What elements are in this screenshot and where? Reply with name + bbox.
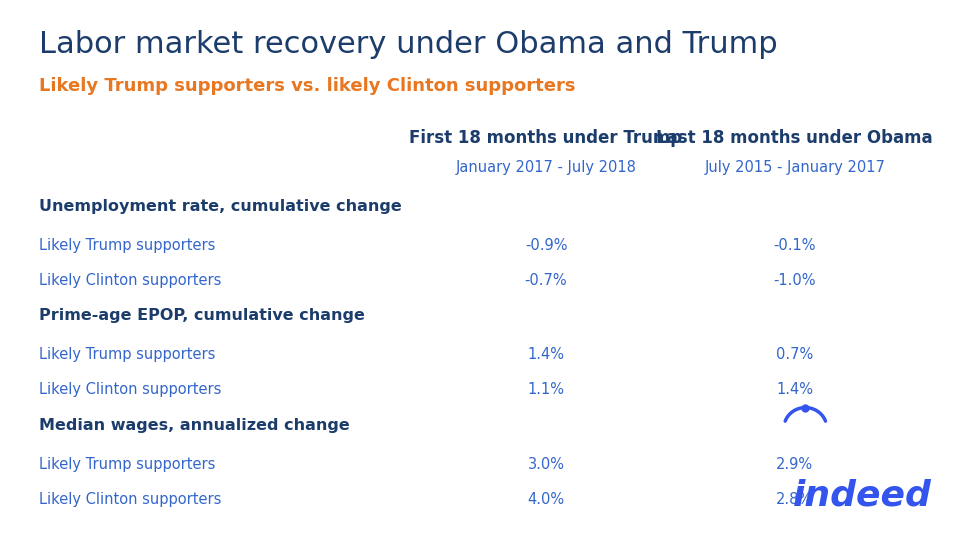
- Text: 2.9%: 2.9%: [776, 457, 813, 473]
- Text: Last 18 months under Obama: Last 18 months under Obama: [656, 129, 933, 147]
- Text: Likely Trump supporters vs. likely Clinton supporters: Likely Trump supporters vs. likely Clint…: [39, 77, 575, 95]
- Text: Prime-age EPOP, cumulative change: Prime-age EPOP, cumulative change: [39, 308, 365, 323]
- Text: Likely Trump supporters: Likely Trump supporters: [39, 347, 215, 362]
- Text: -0.7%: -0.7%: [525, 273, 567, 288]
- Text: 3.0%: 3.0%: [527, 457, 565, 473]
- Text: -0.1%: -0.1%: [773, 238, 816, 253]
- Text: 1.4%: 1.4%: [776, 382, 813, 397]
- Text: 1.4%: 1.4%: [527, 347, 565, 362]
- Text: 0.7%: 0.7%: [776, 347, 813, 362]
- Text: 4.0%: 4.0%: [527, 492, 565, 507]
- Text: 1.1%: 1.1%: [527, 382, 565, 397]
- Text: indeed: indeed: [793, 478, 931, 512]
- Text: Median wages, annualized change: Median wages, annualized change: [39, 418, 350, 434]
- Text: Likely Clinton supporters: Likely Clinton supporters: [39, 273, 221, 288]
- Text: 2.8%: 2.8%: [776, 492, 813, 507]
- Text: Labor market recovery under Obama and Trump: Labor market recovery under Obama and Tr…: [39, 30, 778, 59]
- Text: Likely Trump supporters: Likely Trump supporters: [39, 457, 215, 473]
- Text: Likely Clinton supporters: Likely Clinton supporters: [39, 382, 221, 397]
- Text: First 18 months under Trump: First 18 months under Trump: [410, 129, 682, 147]
- Text: -0.9%: -0.9%: [525, 238, 567, 253]
- Text: -1.0%: -1.0%: [773, 273, 816, 288]
- Text: July 2015 - January 2017: July 2015 - January 2017: [704, 160, 885, 175]
- Text: Likely Clinton supporters: Likely Clinton supporters: [39, 492, 221, 507]
- Text: Unemployment rate, cumulative change: Unemployment rate, cumulative change: [39, 199, 402, 214]
- Text: January 2017 - July 2018: January 2017 - July 2018: [455, 160, 637, 175]
- Text: Likely Trump supporters: Likely Trump supporters: [39, 238, 215, 253]
